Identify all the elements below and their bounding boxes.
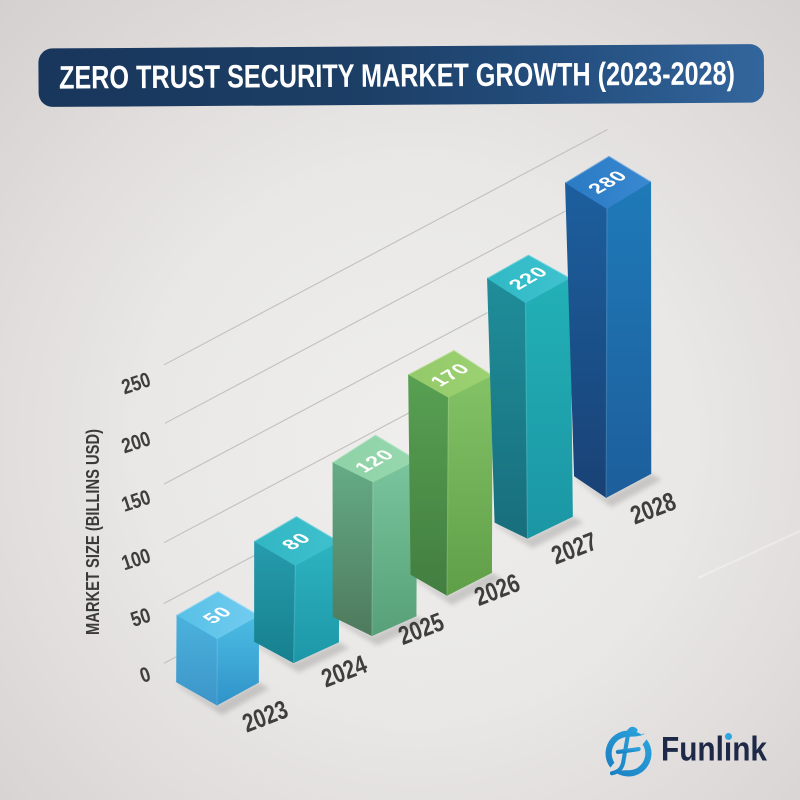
svg-text:MARKET SIZE (BILLINS USD): MARKET SIZE (BILLINS USD) xyxy=(83,429,103,635)
svg-text:ZERO TRUST SECURITY MARKET GRO: ZERO TRUST SECURITY MARKET GROWTH (2023-… xyxy=(59,55,735,95)
svg-text:Funlınk: Funlınk xyxy=(661,731,768,769)
